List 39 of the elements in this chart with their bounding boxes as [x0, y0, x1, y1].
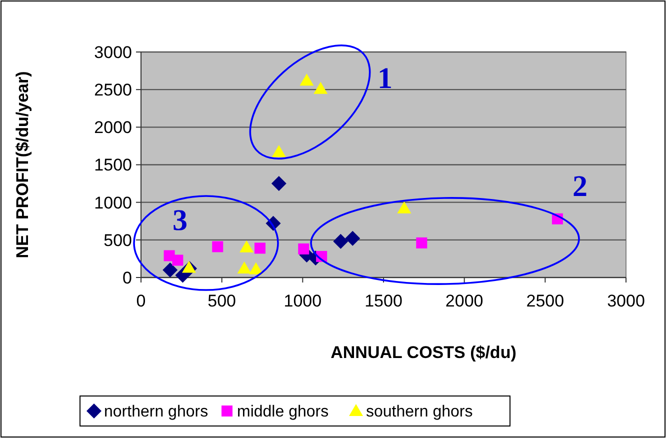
y-tick-label: 2000 — [94, 118, 132, 138]
y-tick-label: 500 — [104, 230, 132, 250]
point — [345, 230, 360, 246]
annotation: 3 — [172, 204, 188, 237]
annotation: 1 — [378, 62, 392, 95]
legend-label: middle ghors — [237, 404, 329, 421]
x-tick-label: 2000 — [445, 292, 484, 310]
point — [237, 261, 252, 274]
x-tick-label: 1500 — [364, 292, 402, 310]
point — [271, 176, 286, 192]
x-tick-label: 500 — [208, 292, 236, 310]
point — [212, 241, 224, 252]
y-tick-label: 1000 — [94, 193, 132, 212]
point — [416, 237, 428, 248]
legend-label: northern ghors — [104, 404, 208, 421]
x-tick-label: 2500 — [526, 292, 564, 310]
point — [300, 74, 314, 86]
point — [254, 242, 266, 254]
x-tick-label: 0 — [136, 292, 146, 310]
y-axis-title: NET PROFIT($/du/year) — [13, 71, 32, 258]
legend-label: southern ghors — [366, 404, 473, 421]
point — [272, 144, 286, 157]
x-axis-title: ANNUAL COSTS ($/du) — [330, 343, 516, 362]
point — [333, 234, 348, 249]
point — [397, 201, 412, 214]
y-tick-label: 3000 — [94, 42, 132, 62]
y-tick-label: 0 — [122, 268, 132, 288]
x-tick-label: 1000 — [284, 292, 322, 310]
y-tick-label: 2500 — [94, 80, 132, 100]
point — [172, 254, 184, 266]
y-tick-label: 1500 — [94, 156, 132, 175]
x-tick-label: 3000 — [607, 292, 645, 310]
point — [298, 243, 310, 254]
point — [240, 240, 254, 252]
point — [314, 82, 328, 94]
annotation: 2 — [572, 170, 588, 203]
point — [248, 262, 263, 274]
point — [182, 260, 196, 273]
point — [162, 262, 178, 278]
